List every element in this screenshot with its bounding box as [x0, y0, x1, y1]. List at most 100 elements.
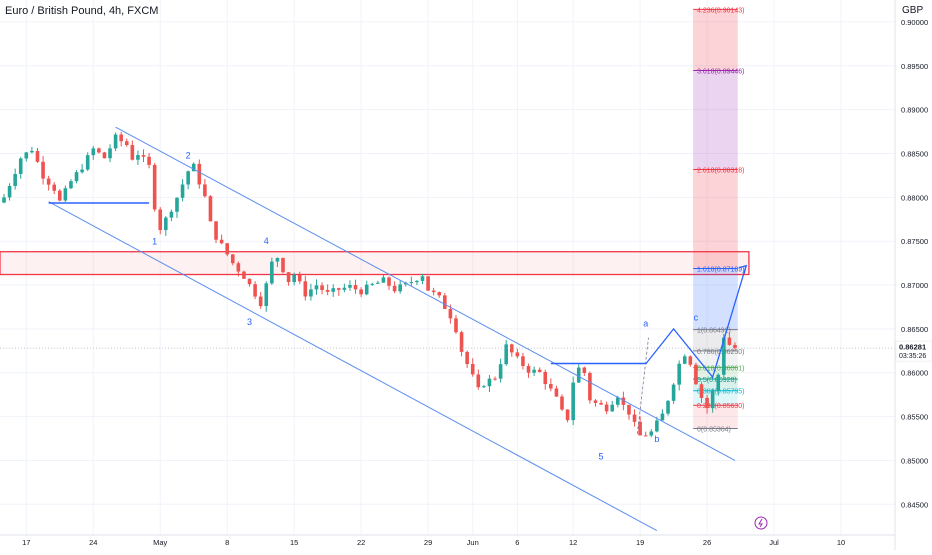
lightning-icon-bolt [758, 518, 763, 528]
candle-body [41, 161, 45, 179]
time-tick-label: 12 [569, 538, 577, 547]
candle-body [521, 356, 525, 367]
candle-body [52, 184, 57, 191]
fib-level-label: 3.618(0.89446) [697, 69, 744, 76]
candle-body [448, 308, 453, 319]
price-tick-label: 0.87000 [901, 281, 928, 290]
candle-body [130, 145, 135, 160]
candle-body [30, 150, 34, 153]
time-tick-label: Jul [769, 538, 779, 547]
price-tick-label: 0.89500 [901, 62, 928, 71]
price-tick-label: 0.85500 [901, 413, 928, 422]
candle-body [560, 396, 564, 410]
fib-band [693, 367, 738, 380]
candle-body [102, 152, 107, 159]
candle-body [364, 284, 369, 295]
candle-body [643, 435, 648, 437]
drawing-layer[interactable] [0, 126, 895, 532]
candle-body [632, 414, 637, 422]
wave-label: a [643, 319, 648, 329]
candle-body [197, 163, 202, 185]
time-tick-label: 17 [22, 538, 30, 547]
candle-body [342, 287, 347, 290]
wave-label: 5 [599, 451, 604, 461]
candle-body [688, 356, 693, 365]
candle-body [515, 352, 520, 357]
fib-band [693, 379, 738, 391]
candle-body [286, 272, 291, 283]
candle-body [35, 150, 40, 162]
candle-body [454, 318, 458, 333]
time-tick-label: May [153, 538, 167, 547]
fib-level-label: 0.236(0.85630) [697, 403, 744, 410]
candle-body [604, 404, 609, 412]
candle-body [191, 163, 196, 172]
candle-body [459, 332, 464, 352]
candle-body [236, 263, 241, 272]
candle-body [230, 254, 235, 264]
fib-band [693, 350, 738, 368]
time-tick-label: 29 [424, 538, 432, 547]
fib-level-label: 0.618(0.86061) [697, 365, 744, 372]
time-tick-label: 8 [225, 538, 229, 547]
candle-body [565, 409, 570, 421]
candles-layer [2, 131, 737, 438]
candle-body [504, 344, 508, 365]
candle-body [705, 397, 709, 409]
fib-retracement-tool[interactable]: 4.236(0.90143) 3.618(0.89446) 2.618(0.8831… [693, 7, 745, 434]
fib-trend-dashed [636, 337, 649, 435]
candle-body [660, 413, 665, 421]
candle-body [649, 431, 654, 436]
candle-body [119, 134, 123, 142]
candle-body [571, 382, 575, 421]
candle-body [716, 374, 721, 391]
candle-body [526, 366, 531, 373]
candle-body [219, 239, 224, 244]
candle-body [710, 390, 715, 409]
candle-body [655, 420, 659, 432]
candle-body [677, 363, 681, 385]
price-tick-label: 0.85000 [901, 456, 928, 465]
candle-body [297, 274, 302, 282]
candle-body [370, 283, 375, 285]
symbol-title[interactable]: Euro / British Pound, 4h, FXCM [5, 5, 159, 17]
candle-body [58, 190, 62, 201]
candle-body [476, 374, 481, 388]
lightning-icon-circle [754, 516, 768, 530]
candle-body [549, 384, 553, 389]
candle-body [353, 285, 358, 290]
candle-body [593, 400, 598, 403]
candle-body [470, 364, 475, 375]
time-tick-label: 10 [837, 538, 845, 547]
price-badge-value: 0.86281 [899, 343, 926, 352]
candle-body [225, 243, 229, 255]
fib-band [693, 405, 738, 429]
candle-body [270, 261, 274, 284]
candle-body [671, 384, 676, 401]
candle-body [627, 404, 631, 415]
time-tick-label: 26 [703, 538, 711, 547]
candle-body [420, 276, 425, 281]
candle-body [392, 285, 397, 292]
time-tick-label: 19 [636, 538, 644, 547]
fib-band [693, 329, 738, 351]
candle-body [666, 400, 670, 414]
candle-body [722, 337, 726, 375]
price-tick-label: 0.88000 [901, 193, 928, 202]
fib-band [693, 169, 738, 269]
candle-body [247, 278, 252, 285]
candle-body [175, 197, 179, 212]
wave-label: c [694, 313, 699, 323]
resistance-zone [0, 251, 750, 276]
candle-body [543, 371, 548, 385]
fib-band [693, 9, 738, 71]
candle-body [599, 402, 603, 405]
fib-level-label: 4.236(0.90143) [697, 7, 744, 14]
price-badge [895, 340, 932, 362]
candle-body [258, 296, 263, 307]
candle-body [208, 196, 213, 222]
candle-body [69, 181, 73, 189]
price-tick-label: 0.88500 [901, 149, 928, 158]
